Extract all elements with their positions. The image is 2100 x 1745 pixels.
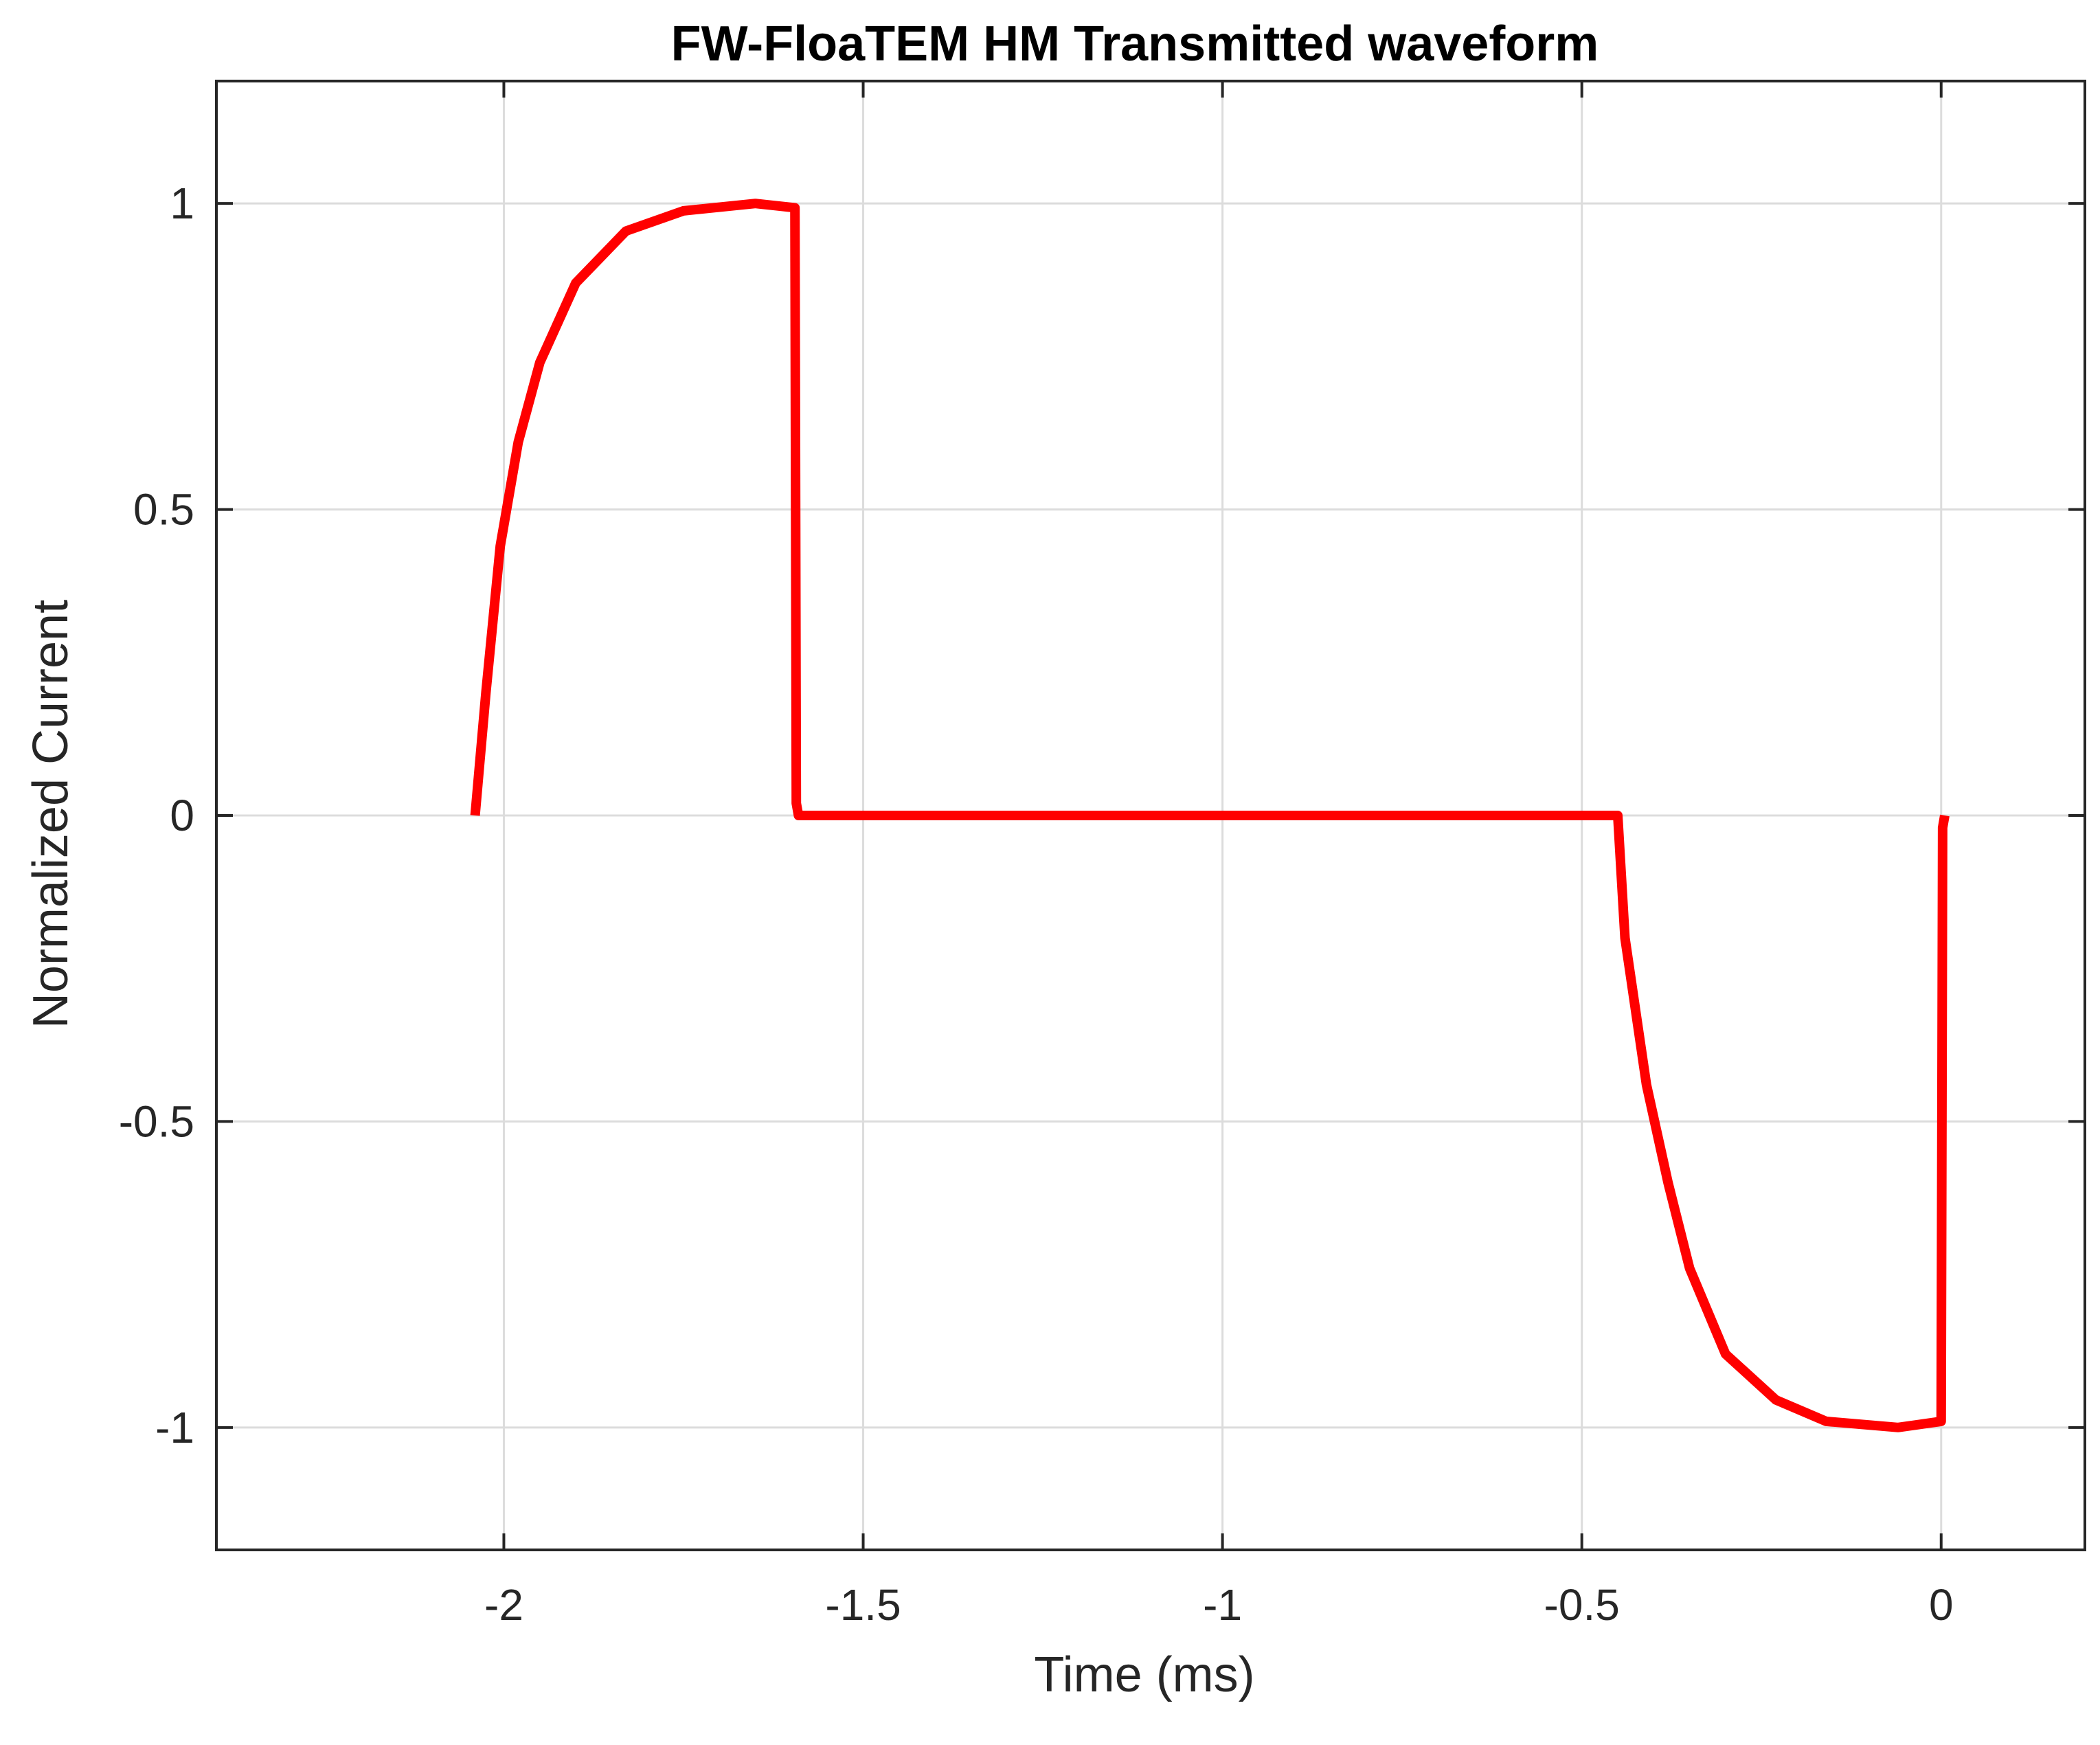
x-tick-label: -0.5 <box>1544 1580 1620 1630</box>
x-tick-label: -1 <box>1203 1580 1242 1630</box>
x-tick-label: 0 <box>1929 1580 1954 1630</box>
y-tick-label: 0.5 <box>133 485 194 534</box>
series-line <box>470 199 1950 1432</box>
y-tick-label: 1 <box>170 179 194 228</box>
y-tick-label: 0 <box>170 791 194 840</box>
x-tick-label: -2 <box>484 1580 523 1630</box>
series-layer <box>470 199 1950 1432</box>
x-axis-label: Time (ms) <box>1034 1647 1254 1702</box>
chart-title: FW-FloaTEM HM Transmitted waveform <box>671 16 1599 71</box>
axes-layer <box>215 80 2086 1551</box>
y-axis-label: Normalized Current <box>23 600 78 1028</box>
y-tick-label: -1 <box>155 1403 194 1452</box>
y-tick-label: -0.5 <box>119 1096 194 1146</box>
tick-label-layer: -2 -1.5 -1 -0.5 0 -1 -0.5 0 0.5 1 <box>119 179 1954 1630</box>
x-tick-label: -1.5 <box>825 1580 901 1630</box>
